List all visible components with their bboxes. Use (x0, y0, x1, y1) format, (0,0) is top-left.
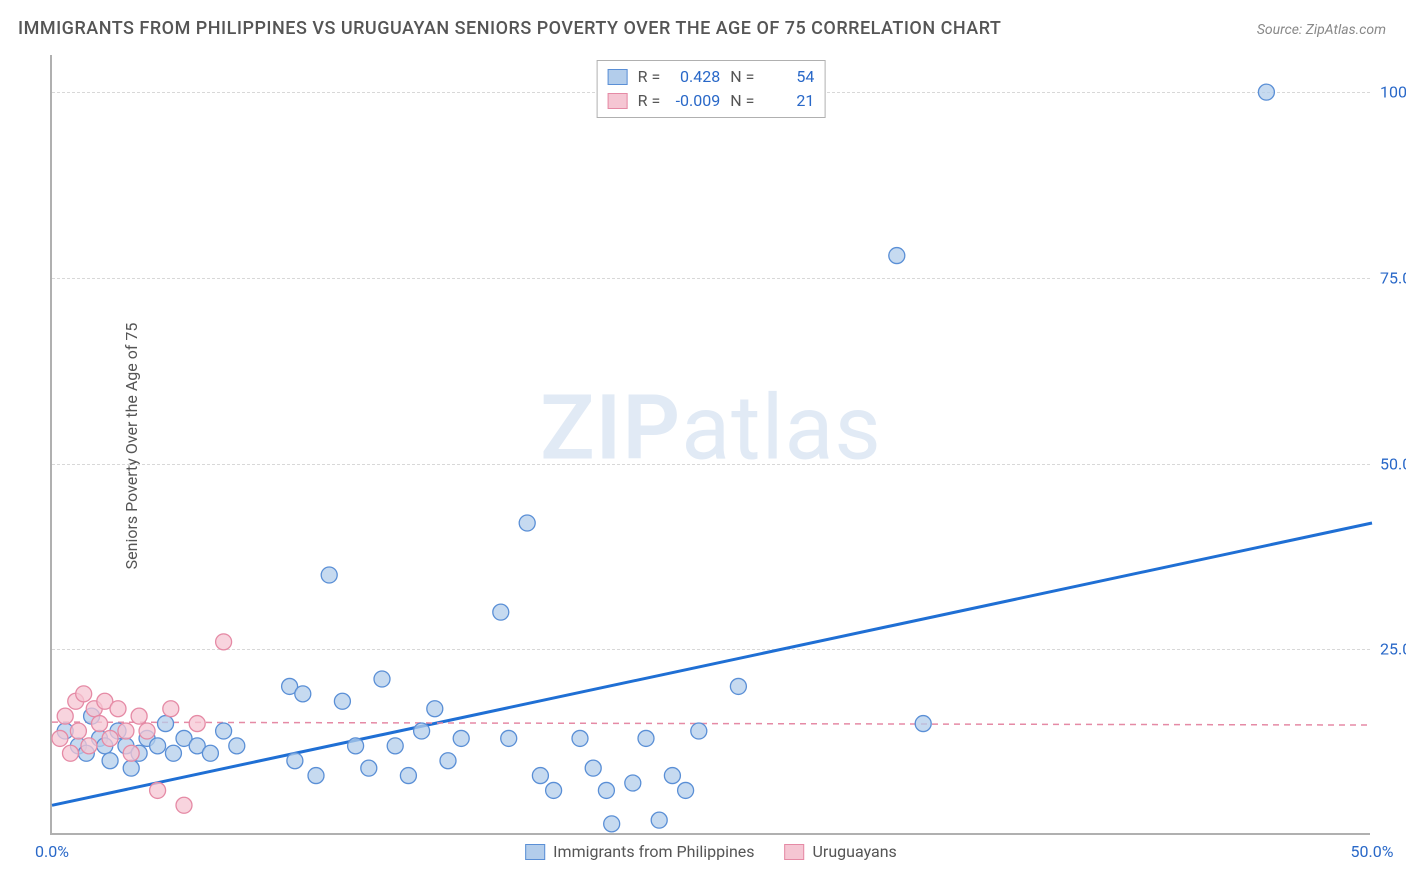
data-point (308, 768, 324, 784)
data-point (123, 745, 139, 761)
data-point (150, 738, 166, 754)
stats-row: R =-0.009 N =21 (608, 89, 815, 113)
data-point (400, 768, 416, 784)
legend-item: Immigrants from Philippines (525, 842, 754, 861)
legend-label: Immigrants from Philippines (553, 842, 754, 861)
data-point (638, 730, 654, 746)
data-point (123, 760, 139, 776)
source-attribution: Source: ZipAtlas.com (1257, 22, 1386, 38)
scatter-plot-area: ZIPatlas 25.0%50.0%75.0%100.0% R =0.428N… (50, 55, 1370, 835)
data-point (202, 745, 218, 761)
data-point (62, 745, 78, 761)
y-tick-label: 75.0% (1380, 268, 1406, 287)
data-point (678, 782, 694, 798)
data-point (110, 701, 126, 717)
x-tick-label: 50.0% (1351, 842, 1394, 861)
legend-swatch (608, 93, 628, 109)
data-point (92, 716, 108, 732)
stat-n-label: N = (730, 65, 754, 89)
data-point (493, 604, 509, 620)
data-point (664, 768, 680, 784)
data-point (604, 816, 620, 832)
data-point (158, 716, 174, 732)
data-point (70, 723, 86, 739)
data-point (889, 248, 905, 264)
data-point (334, 693, 350, 709)
legend-swatch (608, 69, 628, 85)
stat-n-label: N = (730, 89, 754, 113)
data-point (427, 701, 443, 717)
data-point (915, 716, 931, 732)
trend-line (52, 523, 1372, 805)
stat-r-label: R = (638, 89, 661, 113)
data-point (361, 760, 377, 776)
data-point (501, 730, 517, 746)
y-tick-label: 50.0% (1380, 454, 1406, 473)
data-point (229, 738, 245, 754)
y-tick-label: 100.0% (1380, 83, 1406, 102)
data-point (585, 760, 601, 776)
data-point (287, 753, 303, 769)
data-point (598, 782, 614, 798)
data-point (216, 723, 232, 739)
series-legend: Immigrants from Philippines Uruguayans (525, 842, 897, 861)
trend-line (52, 722, 1372, 725)
data-point (76, 686, 92, 702)
y-tick-label: 25.0% (1380, 640, 1406, 659)
data-point (651, 812, 667, 828)
data-point (440, 753, 456, 769)
legend-item: Uruguayans (785, 842, 897, 861)
data-point (1258, 84, 1274, 100)
data-point (176, 797, 192, 813)
stat-r-label: R = (638, 65, 661, 89)
data-point (691, 723, 707, 739)
legend-label: Uruguayans (813, 842, 897, 861)
stat-r-value: -0.009 (666, 89, 720, 113)
stat-r-value: 0.428 (666, 65, 720, 89)
data-point (321, 567, 337, 583)
data-point (374, 671, 390, 687)
data-point (52, 730, 68, 746)
data-point (387, 738, 403, 754)
data-point (118, 723, 134, 739)
stat-n-value: 21 (760, 89, 814, 113)
data-point (453, 730, 469, 746)
data-point (189, 716, 205, 732)
data-point (165, 745, 181, 761)
stats-row: R =0.428 N =54 (608, 65, 815, 89)
data-point (295, 686, 311, 702)
data-point (131, 708, 147, 724)
data-point (532, 768, 548, 784)
data-point (414, 723, 430, 739)
data-point (572, 730, 588, 746)
data-point (81, 738, 97, 754)
chart-title: IMMIGRANTS FROM PHILIPPINES VS URUGUAYAN… (18, 18, 1001, 39)
legend-swatch (525, 844, 545, 860)
data-point (139, 723, 155, 739)
stats-legend: R =0.428 N =54 R =-0.009 N =21 (597, 60, 826, 118)
data-point (730, 678, 746, 694)
data-point (163, 701, 179, 717)
data-point (519, 515, 535, 531)
data-point (348, 738, 364, 754)
x-tick-label: 0.0% (35, 842, 69, 861)
stat-n-value: 54 (760, 65, 814, 89)
data-point (102, 730, 118, 746)
data-point (102, 753, 118, 769)
legend-swatch (785, 844, 805, 860)
data-point (150, 782, 166, 798)
data-point (57, 708, 73, 724)
data-point (216, 634, 232, 650)
data-point (625, 775, 641, 791)
data-point (546, 782, 562, 798)
scatter-svg (52, 55, 1370, 833)
